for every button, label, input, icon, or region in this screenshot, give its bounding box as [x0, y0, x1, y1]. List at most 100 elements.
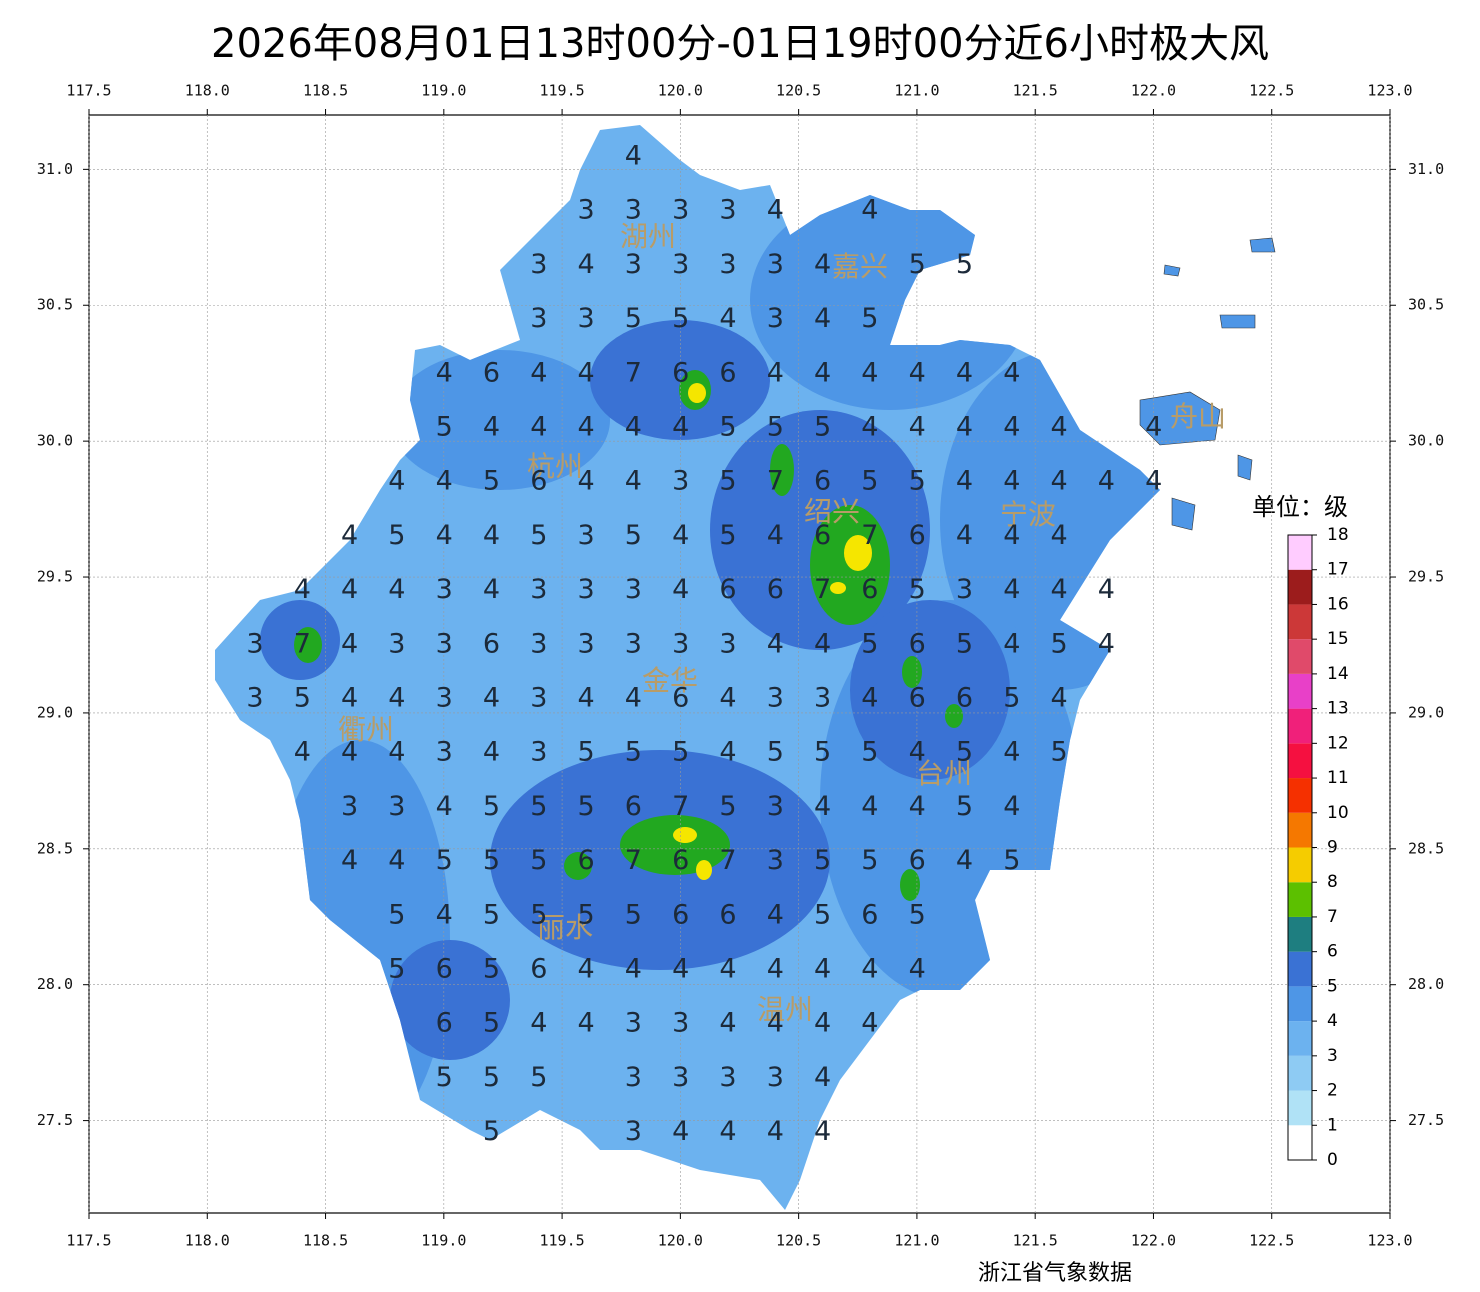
wind-level: 3 [578, 520, 595, 551]
wind-level: 4 [625, 954, 642, 985]
wind-level: 6 [814, 520, 831, 551]
y-tick-label: 29.5 [1408, 568, 1444, 586]
legend-label: 8 [1327, 872, 1338, 892]
x-tick-label: 121.0 [894, 82, 939, 100]
x-tick-label: 119.5 [540, 1232, 585, 1250]
wind-level: 3 [436, 574, 453, 605]
y-tick-label: 27.5 [37, 1111, 73, 1129]
x-tick-label: 118.5 [303, 1232, 348, 1250]
x-tick-label: 120.0 [658, 1232, 703, 1250]
wind-level: 4 [341, 683, 358, 714]
legend-unit: 单位：级 [1252, 493, 1348, 521]
wind-level: 4 [861, 683, 878, 714]
wind-level: 3 [625, 1062, 642, 1093]
y-tick-label: 28.5 [1408, 839, 1444, 857]
wind-level: 6 [861, 574, 878, 605]
x-tick-label: 122.0 [1131, 82, 1176, 100]
wind-level: 4 [861, 357, 878, 388]
wind-level: 4 [719, 737, 736, 768]
legend-label: 2 [1327, 1081, 1338, 1101]
wind-level: 4 [530, 1008, 547, 1039]
x-tick-label: 122.5 [1249, 82, 1294, 100]
legend-label: 17 [1327, 560, 1349, 580]
wind-level: 4 [719, 1008, 736, 1039]
wind-level: 3 [767, 1062, 784, 1093]
wind-level: 5 [436, 1062, 453, 1093]
wind-level: 4 [1098, 628, 1115, 659]
wind-level: 4 [1003, 520, 1020, 551]
wind-level: 5 [483, 1062, 500, 1093]
wind-level: 5 [719, 520, 736, 551]
wind-level: 5 [388, 899, 405, 930]
x-tick-label: 123.0 [1367, 82, 1412, 100]
wind-level: 4 [341, 737, 358, 768]
wind-level: 7 [625, 845, 642, 876]
wind-level: 4 [672, 412, 689, 443]
wind-level: 5 [814, 845, 831, 876]
x-tick-label: 118.0 [185, 82, 230, 100]
wind-level: 4 [719, 954, 736, 985]
wind-level: 6 [578, 845, 595, 876]
wind-level: 4 [719, 683, 736, 714]
wind-level: 4 [294, 574, 311, 605]
wind-level: 4 [578, 249, 595, 280]
wind-level: 6 [672, 683, 689, 714]
wind-level: 5 [530, 791, 547, 822]
legend-box [1288, 1055, 1312, 1091]
wind-level: 4 [814, 303, 831, 334]
city-label: 金华 [642, 664, 698, 697]
wind-level: 5 [483, 1116, 500, 1147]
y-tick-label: 28.0 [37, 975, 73, 993]
x-tick-label: 119.5 [540, 82, 585, 100]
wind-level: 4 [814, 1008, 831, 1039]
wind-level: 5 [436, 845, 453, 876]
legend-box [1288, 1021, 1312, 1056]
wind-level: 4 [1051, 520, 1068, 551]
wind-level: 7 [672, 791, 689, 822]
islands [1139, 237, 1276, 531]
wind-level: 3 [672, 1062, 689, 1093]
wind-level: 5 [625, 737, 642, 768]
x-tick-label: 121.0 [894, 1232, 939, 1250]
x-tick-label: 120.5 [776, 1232, 821, 1250]
wind-level: 6 [909, 683, 926, 714]
wind-level: 3 [956, 574, 973, 605]
legend-box [1288, 812, 1312, 848]
wind-level: 3 [719, 1062, 736, 1093]
x-tick-label: 122.0 [1131, 1232, 1176, 1250]
legend-label: 3 [1327, 1046, 1338, 1066]
wind-level: 3 [672, 1008, 689, 1039]
wind-level: 4 [956, 466, 973, 497]
legend-label: 16 [1327, 594, 1349, 614]
wind-level: 3 [246, 683, 263, 714]
x-tick-label: 118.5 [303, 82, 348, 100]
wind-level: 5 [483, 791, 500, 822]
wind-level: 3 [672, 628, 689, 659]
wind-level: 4 [578, 954, 595, 985]
wind-level: 3 [672, 249, 689, 280]
x-tick-label: 121.5 [1013, 1232, 1058, 1250]
legend-label: 12 [1327, 733, 1349, 753]
legend-box [1288, 951, 1312, 987]
wind-level: 5 [388, 520, 405, 551]
legend-box [1288, 604, 1312, 640]
wind-level: 4 [436, 357, 453, 388]
wind-level: 5 [530, 1062, 547, 1093]
wind-level: 5 [530, 520, 547, 551]
wind-level: 6 [530, 466, 547, 497]
wind-level: 5 [861, 303, 878, 334]
legend-label: 4 [1327, 1011, 1338, 1031]
wind-level: 4 [625, 683, 642, 714]
x-tick-label: 120.0 [658, 82, 703, 100]
legend-box [1288, 882, 1312, 917]
wind-level: 6 [861, 899, 878, 930]
wind-level: 5 [814, 412, 831, 443]
wind-level: 3 [767, 303, 784, 334]
wind-level: 4 [672, 954, 689, 985]
wind-level: 5 [909, 249, 926, 280]
wind-level: 4 [767, 357, 784, 388]
wind-level: 4 [341, 628, 358, 659]
y-tick-label: 31.0 [1408, 160, 1444, 178]
wind-level: 4 [861, 1008, 878, 1039]
